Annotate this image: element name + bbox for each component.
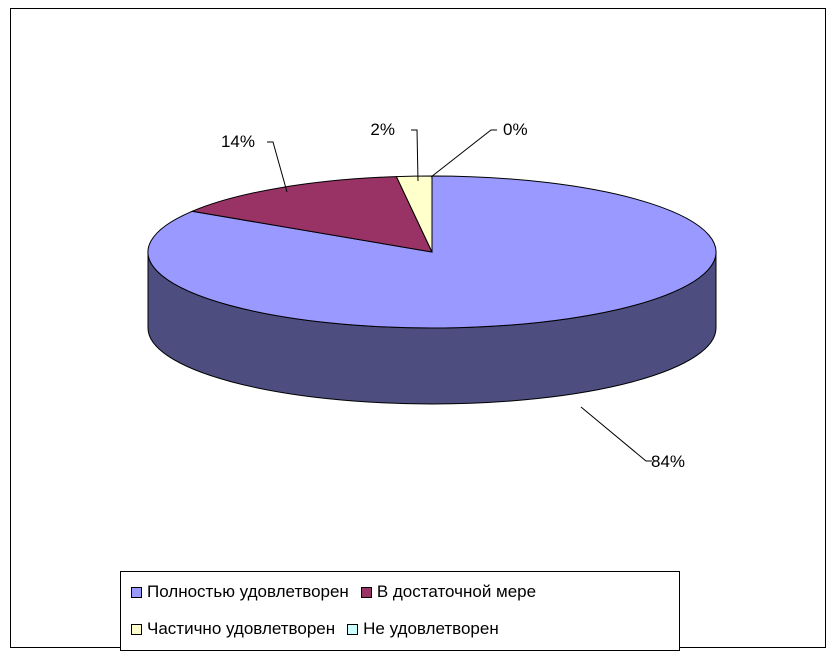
pie-slice-в-достаточной-мере: [190, 176, 433, 253]
legend-item-partially-satisfied: Частично удовлетворен: [131, 619, 335, 639]
legend: Полностью удовлетворен В достаточной мер…: [120, 571, 680, 651]
legend-item-fully-satisfied: Полностью удовлетворен: [131, 582, 349, 602]
data-label: 0%: [503, 120, 528, 139]
legend-label: Полностью удовлетворен: [147, 582, 349, 601]
legend-swatch: [347, 623, 359, 635]
data-label: 14%: [221, 132, 255, 151]
data-label: 2%: [370, 120, 395, 139]
legend-swatch: [131, 586, 142, 598]
leader-line: [267, 141, 288, 193]
legend-swatch: [131, 623, 142, 635]
legend-item-not-satisfied: Не удовлетворен: [347, 619, 499, 639]
pie-chart: 84% 14% 2% 0%: [147, 120, 717, 471]
legend-label: Не удовлетворен: [363, 619, 499, 638]
data-label: 84%: [651, 452, 685, 471]
legend-label: Частично удовлетворен: [147, 619, 336, 638]
chart-area: 84% 14% 2% 0%: [10, 8, 826, 648]
legend-label: В достаточной мере: [376, 582, 537, 601]
leader-line: [580, 406, 652, 462]
leader-line: [411, 129, 419, 182]
legend-swatch: [360, 586, 372, 598]
legend-item-sufficient: В достаточной мере: [360, 582, 537, 602]
leader-line: [430, 129, 497, 178]
